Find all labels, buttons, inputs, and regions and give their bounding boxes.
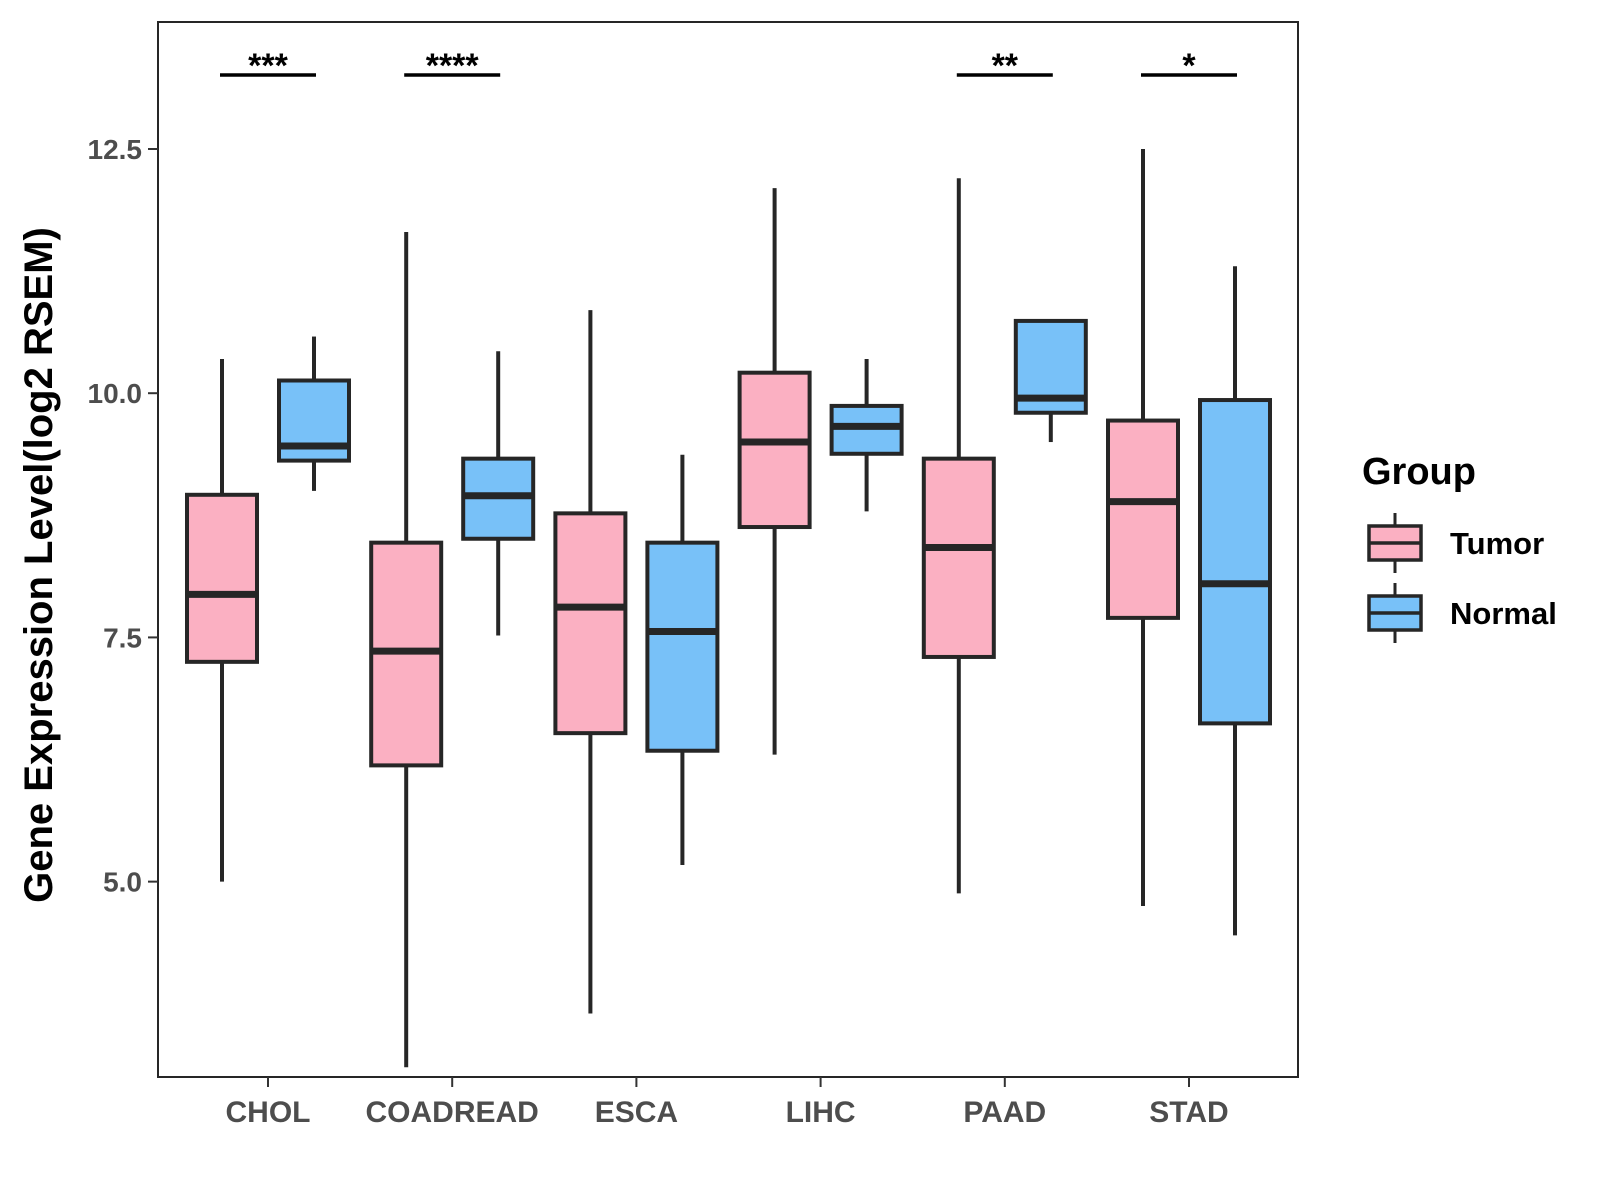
box-tumor-coadread <box>369 232 444 1068</box>
box-normal-esca <box>645 454 720 866</box>
box-iqr <box>185 492 259 664</box>
x-tick-label: CHOL <box>226 1096 311 1129</box>
legend: Group Tumor Normal <box>1362 451 1557 643</box>
x-tick-label: COADREAD <box>366 1096 539 1129</box>
significance-label-coadread: **** <box>426 47 480 85</box>
x-tick-label: ESCA <box>595 1096 678 1129</box>
significance-label-chol: *** <box>248 47 288 85</box>
axes: 5.0 7.5 10.0 12.5 CHOL COADREAD ESCA LIHC PAAD ST… <box>88 134 1229 1129</box>
box-normal-lihc <box>829 359 904 512</box>
box-iqr <box>553 511 628 736</box>
box-tumor-esca <box>553 310 628 1014</box>
box-normal-coadread <box>461 351 536 636</box>
box-normal-stad <box>1198 266 1272 936</box>
box-iqr <box>1198 398 1272 726</box>
box-tumor-lihc <box>737 188 812 755</box>
significance-label-paad: ** <box>992 47 1019 85</box>
box-normal-paad <box>1013 318 1088 443</box>
box-iqr <box>645 540 720 753</box>
legend-item-normal: Normal <box>1367 583 1557 643</box>
y-tick-label: 7.5 <box>103 622 142 653</box>
y-tick-label: 5.0 <box>103 867 142 898</box>
x-tick-label: STAD <box>1149 1096 1228 1129</box>
box-tumor-paad <box>921 178 996 894</box>
box-normal-chol <box>277 336 351 491</box>
y-tick-label: 10.0 <box>88 378 143 409</box>
plot-border <box>157 21 1299 1078</box>
box-iqr <box>1106 418 1180 620</box>
box-tumor-chol <box>185 359 259 882</box>
x-tick-label: PAAD <box>963 1096 1046 1129</box>
y-axis-title: Gene Expression Level(log2 RSEM) <box>17 227 61 903</box>
legend-label: Normal <box>1450 596 1557 631</box>
legend-label: Tumor <box>1450 526 1544 561</box>
y-tick-label: 12.5 <box>88 134 143 165</box>
box-iqr <box>921 456 996 659</box>
x-tick-label: LIHC <box>786 1096 856 1129</box>
box-tumor-stad <box>1106 148 1180 907</box>
legend-title: Group <box>1362 451 1476 493</box>
significance-label-stad: * <box>1182 47 1196 85</box>
box-iqr <box>737 370 812 530</box>
plot-area: *** **** ** * <box>185 47 1272 1068</box>
legend-item-tumor: Tumor <box>1367 513 1544 573</box>
